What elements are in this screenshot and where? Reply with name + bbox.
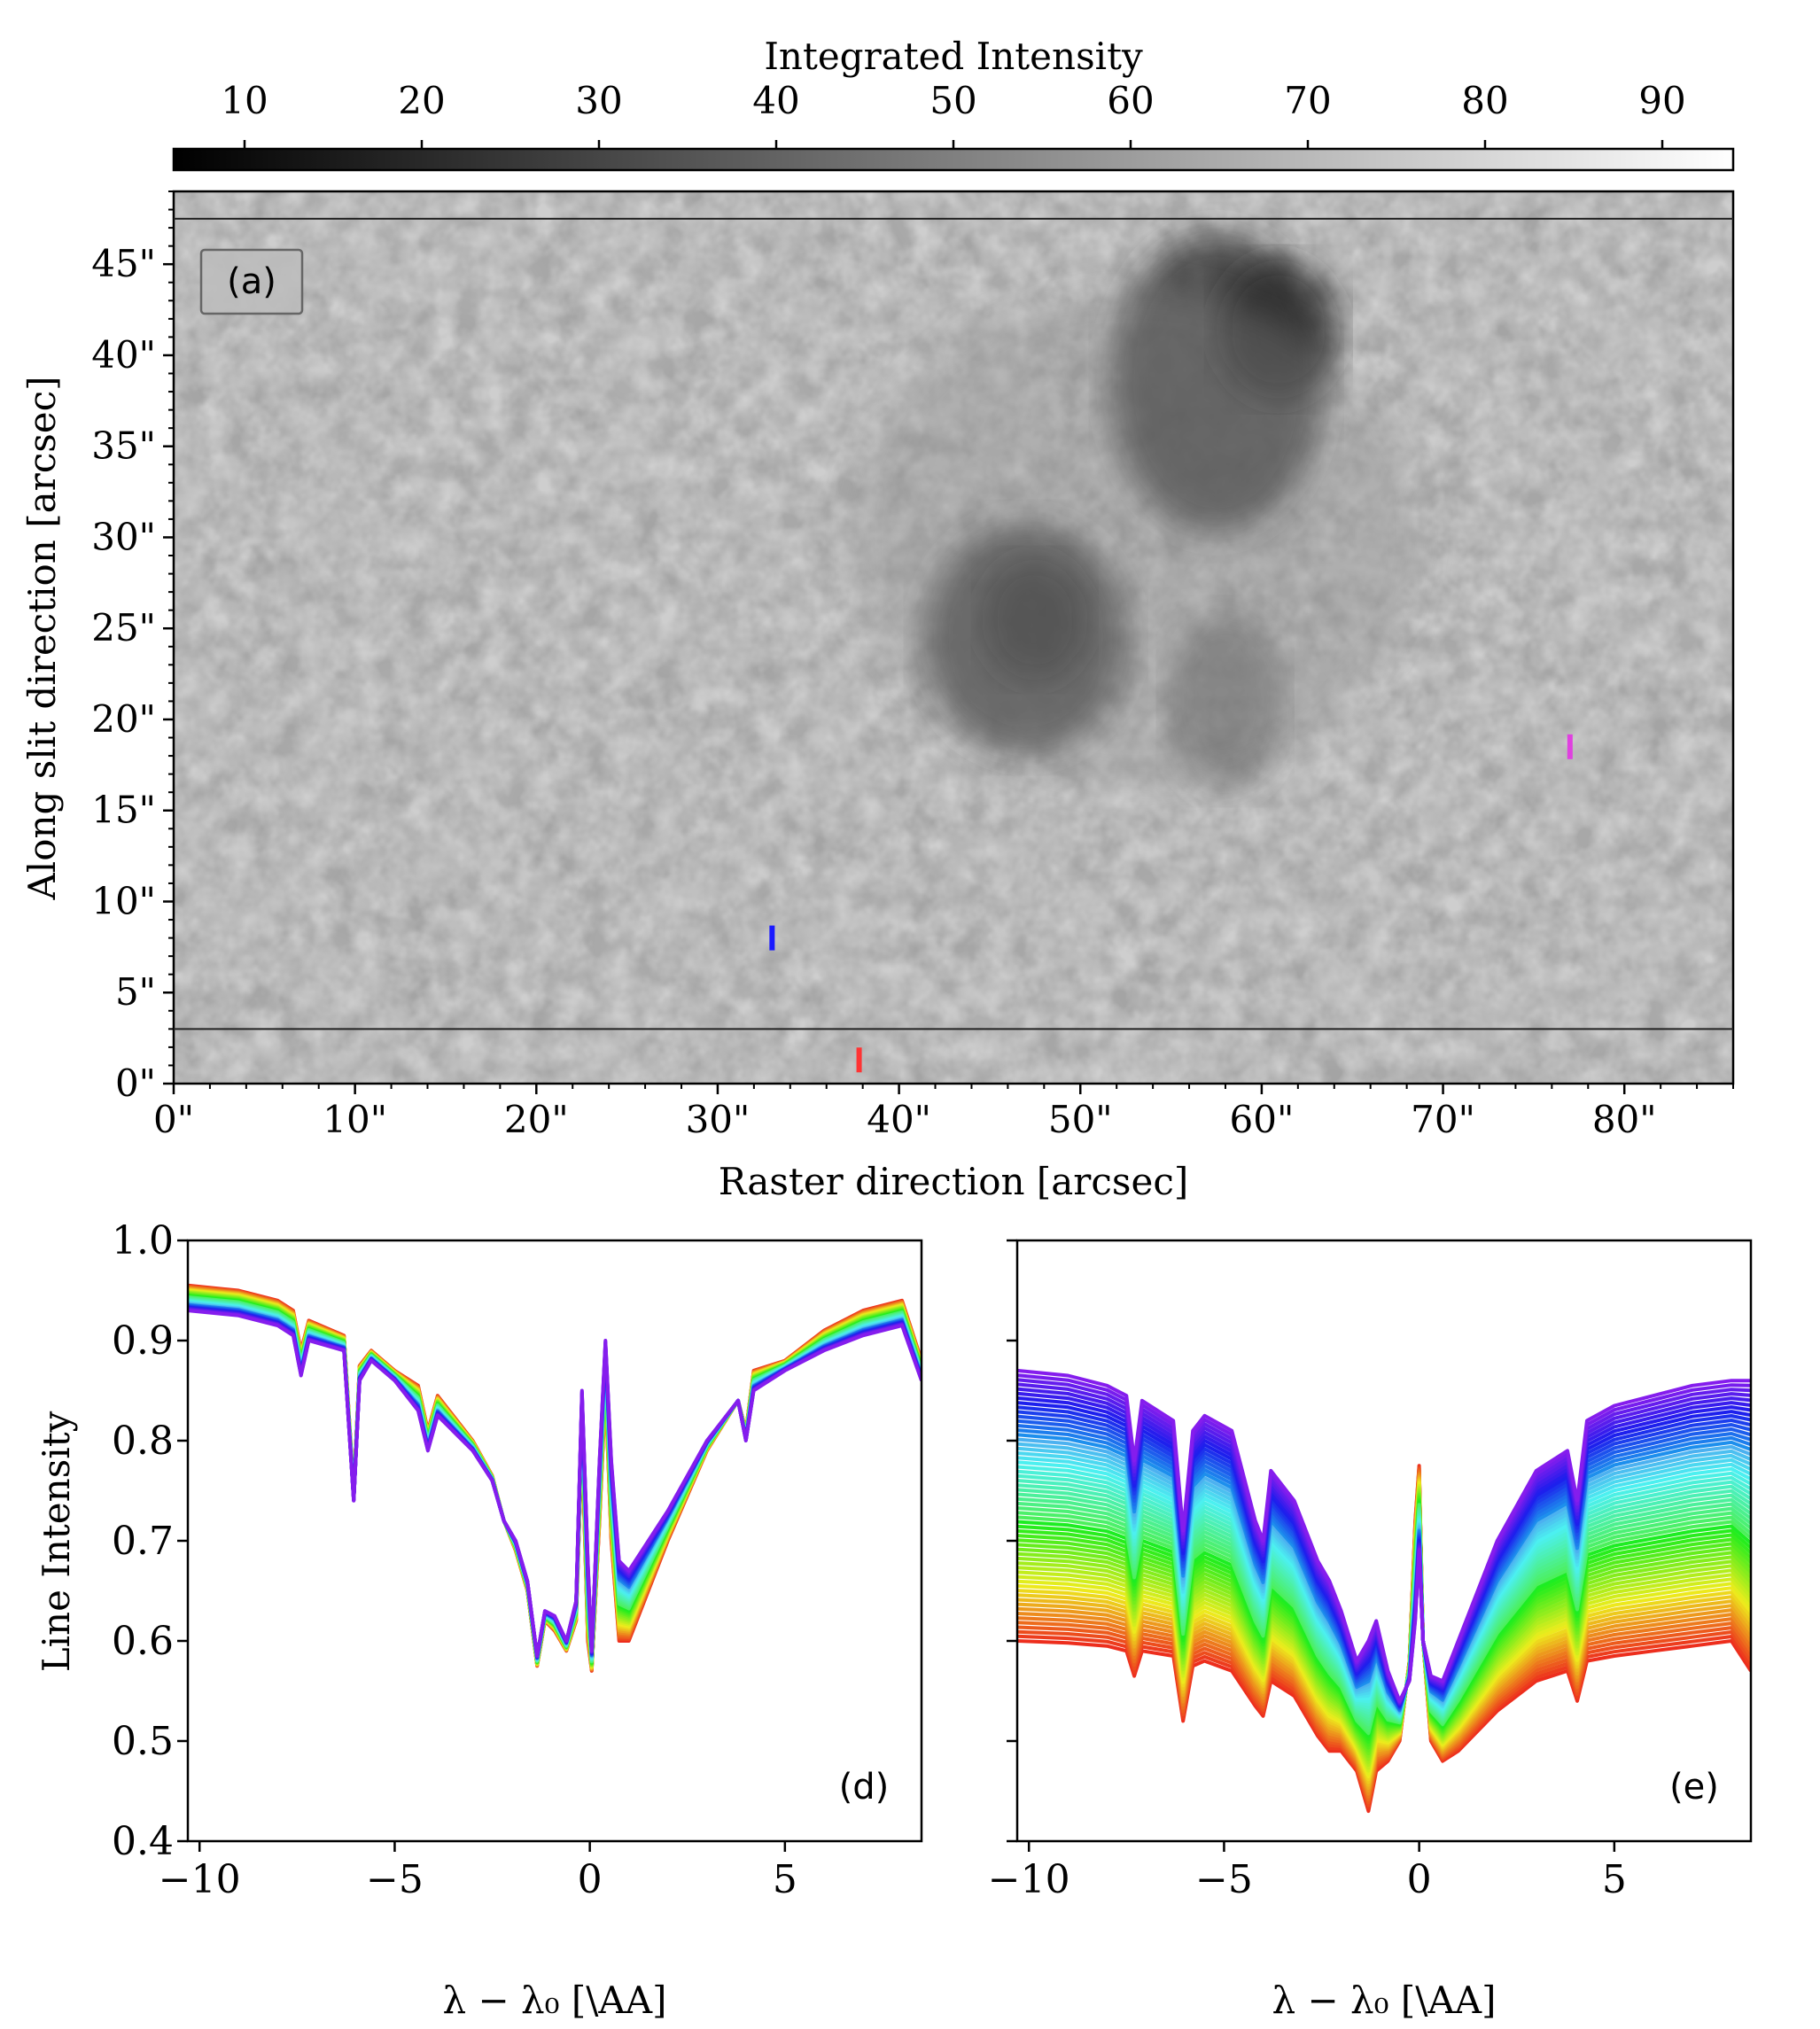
panel-a-xlabel: Raster direction [arcsec] <box>719 1160 1188 1203</box>
panel-d: −10 −5 0 5 0.4 0.5 0.6 0.7 0.8 0.9 1.0 (d) λ − λ₀ … <box>35 1218 923 2022</box>
x-tick-label: −5 <box>1195 1857 1253 1902</box>
colorbar-tick-label: 80 <box>1461 79 1508 122</box>
panel-a-ylabel: Along slit direction [arcsec] <box>20 376 64 900</box>
position-marker <box>769 925 775 951</box>
y-tick-label: 0.9 <box>112 1318 174 1364</box>
y-tick-label: 1.0 <box>112 1218 174 1263</box>
x-tick-label: 0 <box>1407 1857 1432 1902</box>
y-tick-label: 0.5 <box>112 1719 174 1764</box>
y-tick-label: 15" <box>91 789 156 832</box>
colorbar-tick-label: 40 <box>752 79 799 122</box>
x-tick-label: 10" <box>323 1098 387 1141</box>
x-tick-label: 20" <box>504 1098 569 1141</box>
colorbar-tick-label: 50 <box>929 79 976 122</box>
colorbar-tick-label: 30 <box>575 79 622 122</box>
y-tick-label: 10" <box>91 879 156 922</box>
colorbar-tick-label: 20 <box>398 79 445 122</box>
panel-a-image: (a) 0" 10" 20" 30" 40" 50" 60" 70" 80" 0" 5" 10" 15"… <box>20 190 1735 1203</box>
y-tick-label: 0.7 <box>112 1519 174 1564</box>
panel-e-label: (e) <box>1669 1767 1719 1807</box>
y-tick-label: 0.6 <box>112 1619 174 1664</box>
panel-e-series <box>1017 1368 1751 1814</box>
panel-e-axes: −10 −5 0 5 <box>988 1239 1627 1902</box>
panel-a-label: (a) <box>227 261 276 302</box>
y-tick-label: 40" <box>91 333 156 377</box>
y-tick-label: 30" <box>91 515 156 558</box>
colorbar-tick-label: 70 <box>1284 79 1331 122</box>
x-tick-label: 50" <box>1048 1098 1113 1141</box>
panel-d-xlabel: λ − λ₀ [\AA] <box>443 1978 667 2022</box>
colorbar-label: Integrated Intensity <box>764 35 1143 78</box>
x-tick-label: 60" <box>1230 1098 1295 1141</box>
panel-e: −10 −5 0 5 (e) λ − λ₀ [\AA] <box>988 1239 1753 2022</box>
y-tick-label: 0" <box>115 1061 156 1105</box>
panel-d-ylabel: Line Intensity <box>35 1411 78 1672</box>
panel-a-frame <box>172 190 1735 1085</box>
colorbar: Integrated Intensity 10 20 30 40 50 60 70 80 90 <box>172 35 1735 172</box>
x-tick-label: 80" <box>1592 1098 1657 1141</box>
penumbra-halo <box>851 289 1419 786</box>
x-tick-label: −5 <box>366 1857 424 1902</box>
colorbar-ticks: 10 20 30 40 50 60 70 80 90 <box>221 79 1686 149</box>
y-tick-label: 20" <box>91 697 156 741</box>
colorbar-tick-label: 60 <box>1107 79 1154 122</box>
x-tick-label: 40" <box>867 1098 931 1141</box>
panel-d-series <box>188 1283 922 1673</box>
y-tick-label: 25" <box>91 606 156 649</box>
x-tick-label: 0 <box>578 1857 603 1902</box>
y-tick-label: 45" <box>91 242 156 285</box>
x-tick-label: 5 <box>773 1857 797 1902</box>
x-tick-label: 5 <box>1602 1857 1627 1902</box>
spectrum-line <box>188 1309 922 1658</box>
y-tick-label: 5" <box>115 970 156 1014</box>
x-tick-label: −10 <box>159 1857 241 1902</box>
panel-d-label: (d) <box>839 1767 890 1807</box>
panel-d-axes: −10 −5 0 5 0.4 0.5 0.6 0.7 0.8 0.9 1.0 <box>112 1218 797 1902</box>
sunspot-group <box>851 231 1419 790</box>
x-tick-label: 0" <box>153 1098 194 1141</box>
panel-e-xlabel: λ − λ₀ [\AA] <box>1272 1978 1497 2022</box>
x-tick-label: −10 <box>988 1857 1070 1902</box>
x-tick-label: 70" <box>1411 1098 1475 1141</box>
position-marker <box>856 1047 862 1073</box>
panel-a-label-box: (a) <box>199 248 304 315</box>
y-tick-label: 0.4 <box>112 1819 174 1864</box>
y-tick-label: 0.8 <box>112 1419 174 1464</box>
spectrum-line <box>1017 1368 1751 1703</box>
colorbar-gradient <box>172 147 1735 172</box>
slit-range-lines <box>174 217 1733 1030</box>
colorbar-tick-label: 10 <box>221 79 268 122</box>
position-markers <box>769 734 1573 1073</box>
colorbar-tick-label: 90 <box>1638 79 1685 122</box>
y-tick-label: 35" <box>91 424 156 468</box>
position-marker <box>1567 734 1573 759</box>
panel-a-axes: 0" 10" 20" 30" 40" 50" 60" 70" 80" 0" 5" 10" 15" 20" 2… <box>91 190 1734 1141</box>
x-tick-label: 30" <box>686 1098 751 1141</box>
